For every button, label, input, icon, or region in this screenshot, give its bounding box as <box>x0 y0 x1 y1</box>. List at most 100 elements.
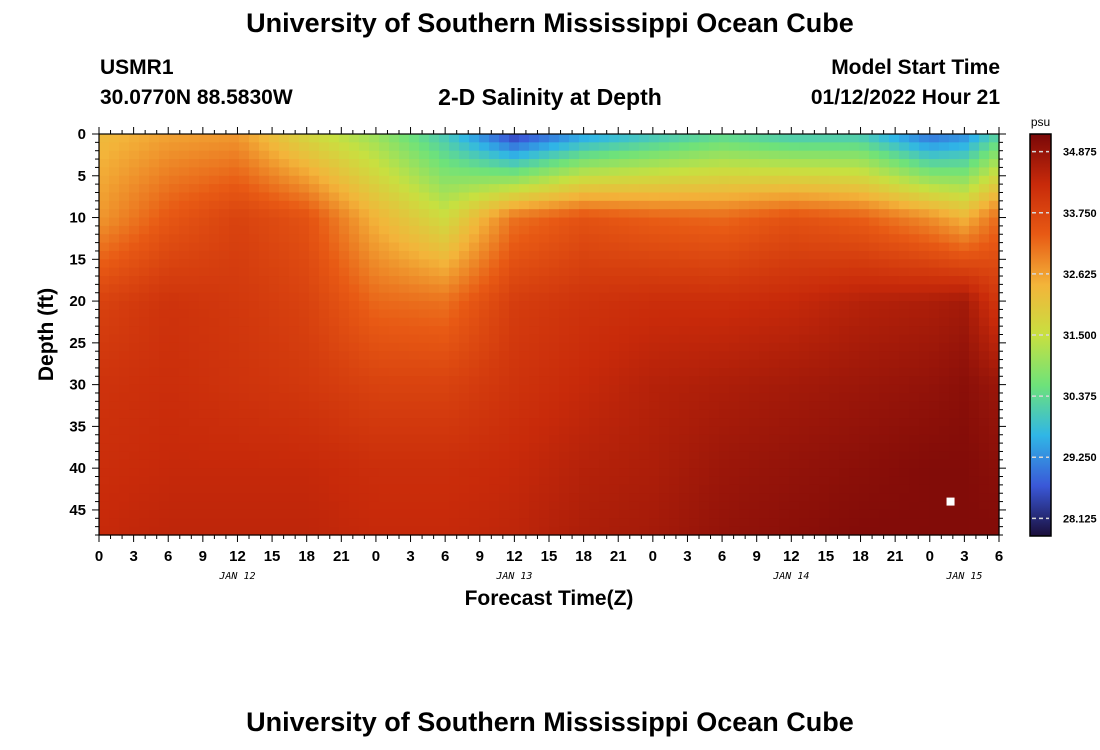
heatmap-cell <box>609 284 620 294</box>
heatmap-cell <box>839 509 850 519</box>
heatmap-cell <box>699 134 710 143</box>
heatmap-cell <box>499 184 510 194</box>
heatmap-cell <box>329 217 340 227</box>
heatmap-cell <box>249 443 260 453</box>
heatmap-cell <box>689 276 700 285</box>
heatmap-cell <box>739 334 750 344</box>
heatmap-cell <box>849 284 860 294</box>
heatmap-cell <box>979 225 990 235</box>
heatmap-cell <box>969 234 980 244</box>
heatmap-cell <box>99 217 110 227</box>
heatmap-cell <box>509 192 520 202</box>
heatmap-cell <box>849 192 860 202</box>
heatmap-cell <box>569 493 580 503</box>
heatmap-cell <box>299 225 310 235</box>
heatmap-cell <box>489 284 500 294</box>
heatmap-cell <box>109 284 120 294</box>
heatmap-cell <box>819 200 830 210</box>
heatmap-cell <box>879 351 890 361</box>
heatmap-cell <box>139 284 150 294</box>
heatmap-cell <box>659 217 670 227</box>
heatmap-cell <box>279 476 290 486</box>
heatmap-cell <box>729 509 740 519</box>
heatmap-cell <box>159 334 170 344</box>
heatmap-cell <box>529 159 540 169</box>
heatmap-cell <box>519 376 530 386</box>
heatmap-cell <box>959 434 970 444</box>
heatmap-cell <box>379 493 390 503</box>
heatmap-cell <box>449 451 460 461</box>
heatmap-cell <box>159 267 170 277</box>
heatmap-cell <box>899 225 910 235</box>
heatmap-cell <box>639 334 650 344</box>
heatmap-cell <box>99 518 110 528</box>
heatmap-cell <box>979 267 990 277</box>
heatmap-cell <box>359 359 370 369</box>
heatmap-cell <box>499 384 510 394</box>
heatmap-cell <box>439 184 450 194</box>
heatmap-cell <box>559 493 570 503</box>
heatmap-cell <box>959 167 970 177</box>
heatmap-cell <box>699 234 710 244</box>
heatmap-cell <box>869 443 880 453</box>
heatmap-cell <box>259 443 270 453</box>
heatmap-cell <box>369 526 380 536</box>
heatmap-cell <box>579 359 590 369</box>
heatmap-cell <box>899 276 910 285</box>
heatmap-cell <box>699 451 710 461</box>
heatmap-cell <box>869 334 880 344</box>
heatmap-cell <box>179 167 190 177</box>
heatmap-cell <box>399 301 410 311</box>
heatmap-cell <box>789 292 800 302</box>
heatmap-cell <box>439 401 450 411</box>
heatmap-cell <box>609 384 620 394</box>
heatmap-cell <box>569 342 580 352</box>
heatmap-cell <box>399 317 410 327</box>
heatmap-cell <box>369 493 380 503</box>
heatmap-cell <box>229 401 240 411</box>
heatmap-cell <box>439 150 450 160</box>
heatmap-cell <box>959 468 970 478</box>
heatmap-cell <box>589 159 600 169</box>
heatmap-cell <box>289 150 300 160</box>
heatmap-cell <box>349 200 360 210</box>
heatmap-cell <box>909 493 920 503</box>
heatmap-cell <box>459 192 470 202</box>
heatmap-cell <box>679 418 690 427</box>
heatmap-cell <box>549 292 560 302</box>
heatmap-cell <box>449 376 460 386</box>
heatmap-cell <box>799 192 810 202</box>
heatmap-cell <box>469 342 480 352</box>
heatmap-cell <box>599 309 610 319</box>
heatmap-cell <box>889 401 900 411</box>
heatmap-cell <box>339 526 350 536</box>
heatmap-cell <box>119 459 130 469</box>
heatmap-cell <box>109 434 120 444</box>
heatmap-cell <box>769 501 780 511</box>
heatmap-cell <box>779 317 790 327</box>
heatmap-cell <box>799 409 810 419</box>
heatmap-cell <box>649 276 660 285</box>
heatmap-cell <box>699 276 710 285</box>
heatmap-cell <box>319 443 330 453</box>
heatmap-cell <box>539 175 550 185</box>
heatmap-cell <box>99 200 110 210</box>
heatmap-cell <box>649 418 660 427</box>
heatmap-cell <box>679 259 690 269</box>
heatmap-cell <box>599 326 610 336</box>
heatmap-cell <box>549 184 560 194</box>
heatmap-cell <box>489 217 500 227</box>
heatmap-cell <box>639 259 650 269</box>
heatmap-cell <box>539 134 550 143</box>
heatmap-cell <box>119 359 130 369</box>
heatmap-cell <box>559 175 570 185</box>
heatmap-cell <box>149 225 160 235</box>
heatmap-cell <box>579 159 590 169</box>
heatmap-cell <box>839 175 850 185</box>
heatmap-cell <box>279 192 290 202</box>
heatmap-cell <box>459 392 470 402</box>
heatmap-cell <box>229 443 240 453</box>
heatmap-cell <box>969 342 980 352</box>
heatmap-cell <box>369 326 380 336</box>
heatmap-cell <box>889 376 900 386</box>
